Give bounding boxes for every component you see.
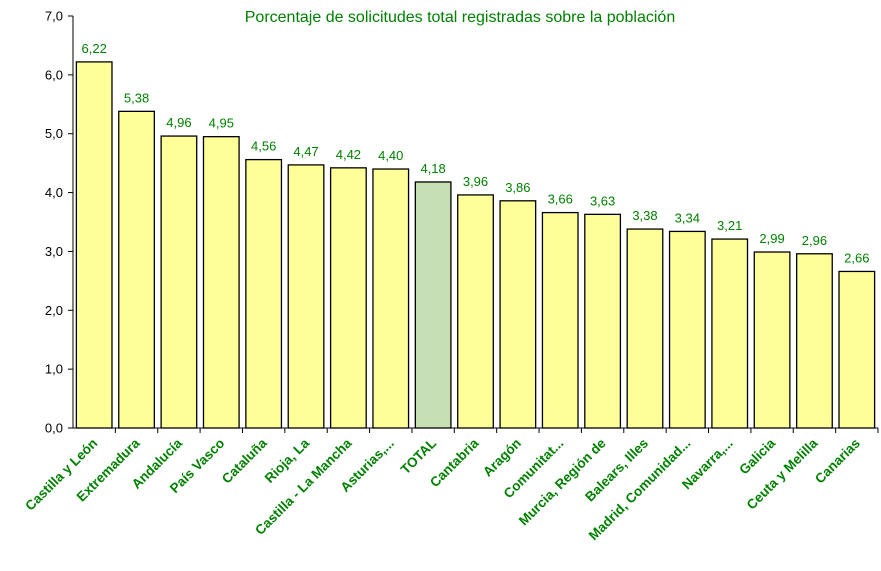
data-label: 3,63 bbox=[590, 193, 615, 208]
x-tick-label: Cataluña bbox=[219, 435, 270, 486]
chart-title: Porcentaje de solicitudes total registra… bbox=[245, 9, 675, 26]
x-axis: Castilla y LeónExtremaduraAndalucíaPaís … bbox=[22, 427, 879, 543]
y-tick-label: 6,0 bbox=[45, 67, 63, 82]
y-tick-label: 7,0 bbox=[45, 9, 63, 24]
data-label: 4,18 bbox=[420, 161, 445, 176]
bar bbox=[75, 61, 113, 429]
data-label: 3,38 bbox=[632, 208, 657, 223]
x-tick-label: Castilla y León bbox=[22, 436, 100, 514]
x-tick-label: TOTAL bbox=[398, 436, 440, 478]
data-label: 3,86 bbox=[505, 180, 530, 195]
bar bbox=[541, 211, 579, 429]
bar bbox=[372, 168, 410, 429]
data-label: 3,34 bbox=[675, 210, 700, 225]
bar bbox=[245, 158, 283, 429]
data-label: 4,96 bbox=[166, 115, 191, 130]
data-label: 4,40 bbox=[378, 148, 403, 163]
bar bbox=[796, 253, 833, 429]
bar bbox=[287, 164, 325, 429]
y-tick-label: 4,0 bbox=[45, 185, 63, 200]
bar bbox=[118, 110, 155, 429]
bar bbox=[329, 167, 367, 429]
bar bbox=[668, 230, 706, 429]
data-label: 2,96 bbox=[802, 233, 827, 248]
x-tick-label: Canarias bbox=[812, 436, 863, 487]
bar bbox=[160, 135, 198, 429]
data-label: 2,66 bbox=[844, 250, 869, 265]
bar bbox=[711, 238, 749, 429]
bar bbox=[753, 251, 791, 429]
y-tick-label: 1,0 bbox=[45, 362, 63, 377]
bar bbox=[838, 270, 876, 429]
bar bbox=[414, 181, 452, 429]
data-label: 3,96 bbox=[463, 174, 488, 189]
data-label: 4,56 bbox=[251, 139, 276, 154]
data-label: 5,38 bbox=[124, 90, 149, 105]
y-tick-label: 0,0 bbox=[45, 421, 63, 436]
data-label: 6,22 bbox=[82, 41, 107, 56]
y-tick-label: 5,0 bbox=[45, 126, 63, 141]
x-tick-label: Galicia bbox=[736, 435, 778, 477]
bar bbox=[202, 136, 240, 429]
data-label: 4,95 bbox=[209, 116, 234, 131]
data-label: 4,42 bbox=[336, 147, 361, 162]
y-axis: 0,0 1,0 2,0 3,0 4,0 5,0 6,0 7,0 bbox=[45, 9, 74, 436]
bar bbox=[499, 200, 537, 429]
data-label: 3,66 bbox=[548, 192, 573, 207]
bars bbox=[75, 61, 876, 429]
bar bbox=[457, 194, 494, 429]
data-label: 3,21 bbox=[717, 218, 742, 233]
data-label: 4,47 bbox=[293, 144, 318, 159]
data-label: 2,99 bbox=[759, 231, 784, 246]
data-labels: 6,22 5,38 4,96 4,95 4,56 4,47 4,42 4,40 4,18 3,96… bbox=[82, 41, 870, 266]
y-tick-label: 3,0 bbox=[45, 244, 63, 259]
bar bbox=[584, 213, 622, 429]
bar bbox=[626, 228, 664, 429]
y-tick-label: 2,0 bbox=[45, 303, 63, 318]
